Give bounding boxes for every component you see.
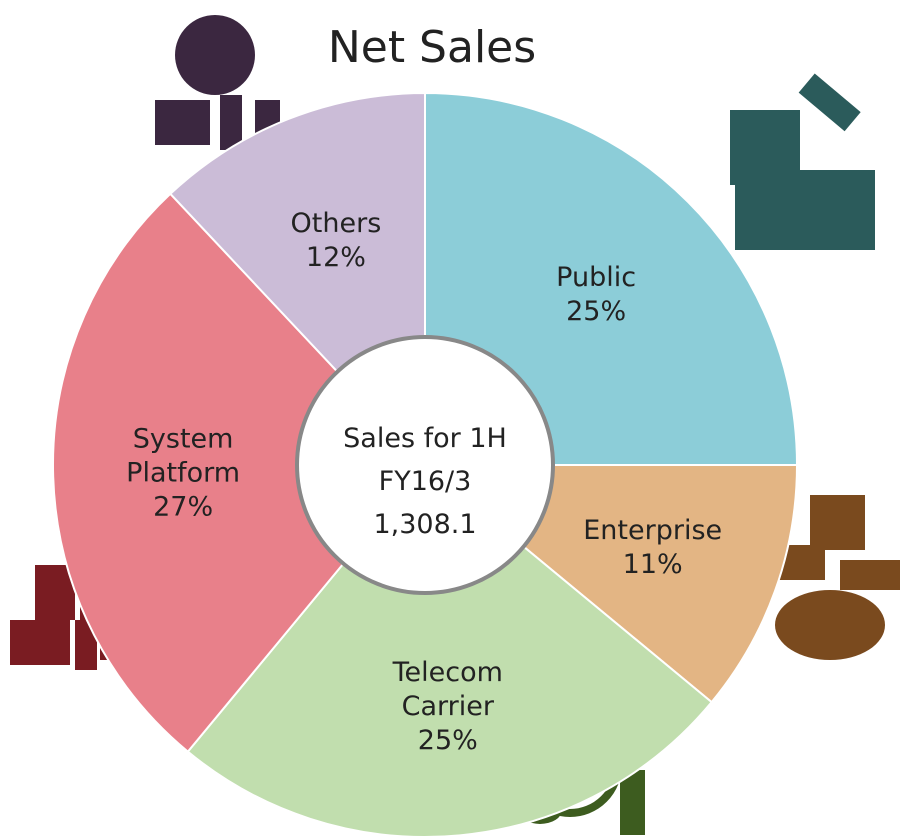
center-text: FY16/3 xyxy=(379,466,472,497)
donut-hole xyxy=(295,335,555,595)
chart-title: Net Sales xyxy=(328,22,536,73)
slice-value-label: 12% xyxy=(306,242,366,273)
slice-label: System Platform xyxy=(126,424,240,489)
slice-value-label: 25% xyxy=(418,725,478,756)
pie-slice xyxy=(52,192,427,754)
center-text: Sales for 1H xyxy=(343,423,507,454)
icon-others xyxy=(155,15,280,150)
slice-label: Enterprise xyxy=(583,515,722,546)
slice-value-label: 25% xyxy=(566,296,626,327)
slice-value-label: 27% xyxy=(153,492,213,523)
icon-enterprise xyxy=(765,495,900,660)
slice-label: Others xyxy=(291,208,382,239)
icon-public xyxy=(730,73,875,250)
center-text: 1,308.1 xyxy=(373,509,476,540)
pie-slice xyxy=(424,91,799,466)
slice-label: Public xyxy=(556,262,636,293)
slice-value-label: 11% xyxy=(623,549,683,580)
pie-slice xyxy=(186,463,714,838)
slice-label: Telecom Carrier xyxy=(392,657,503,722)
